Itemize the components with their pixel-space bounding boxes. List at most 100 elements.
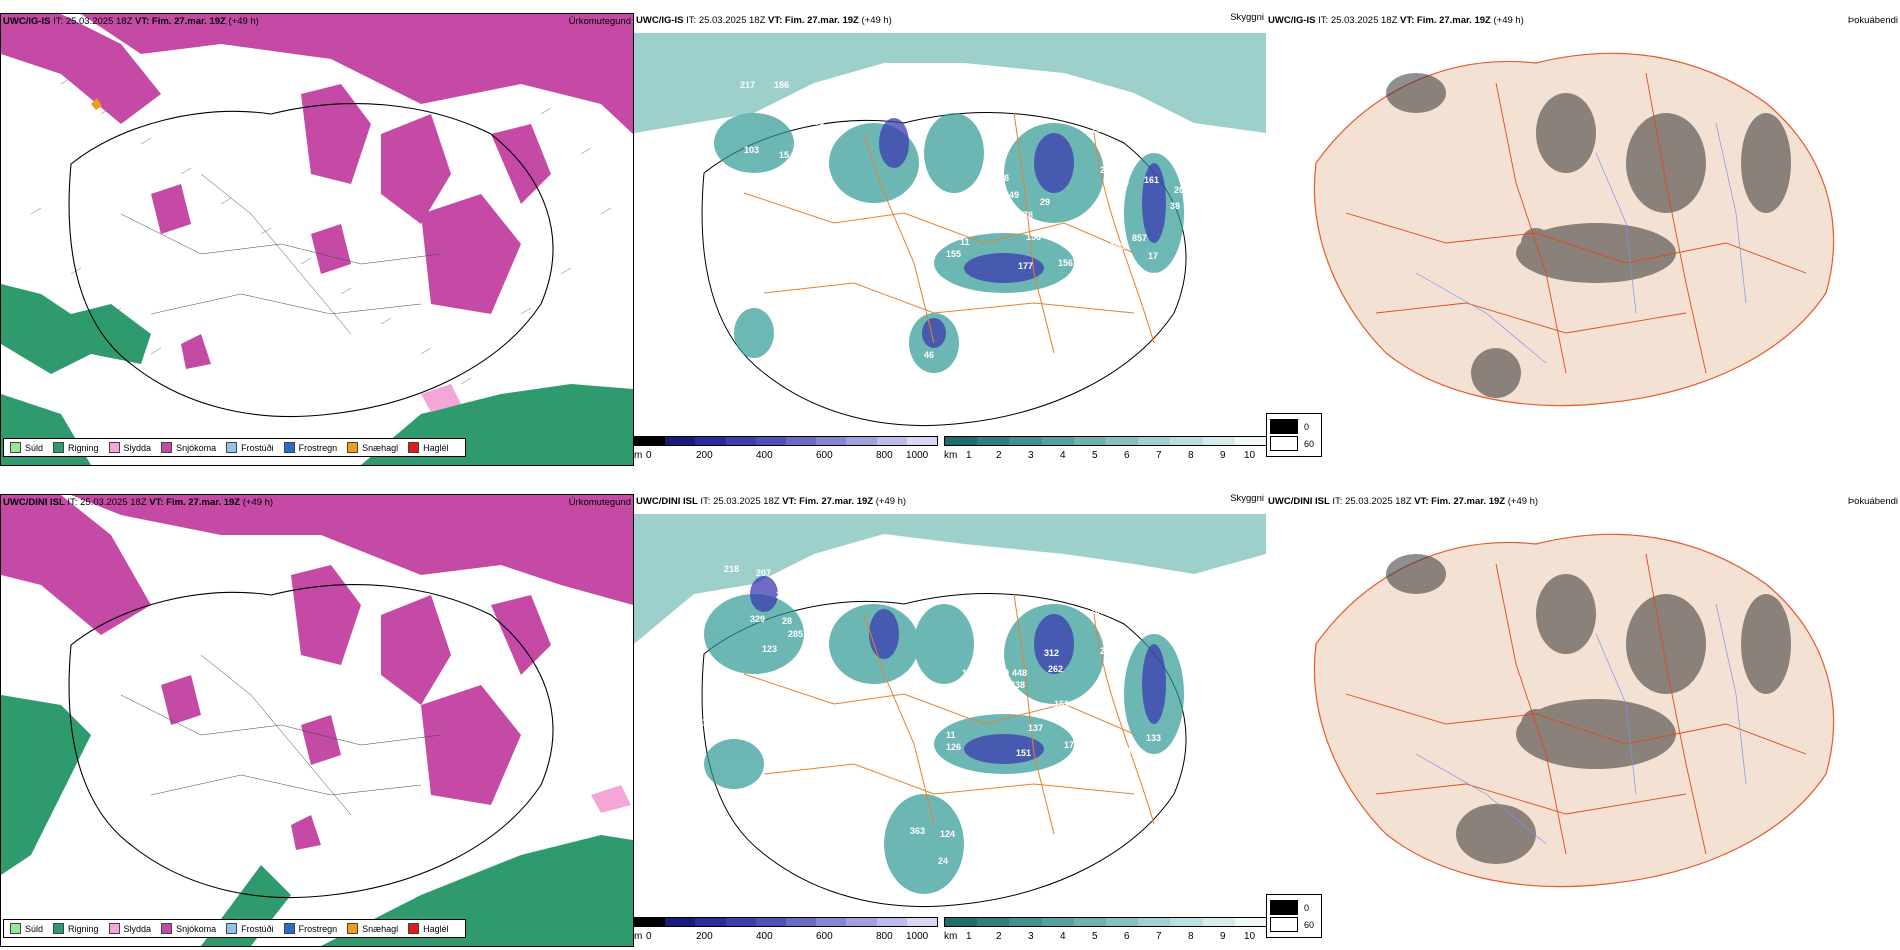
- cloud-base-label: 131: [1146, 622, 1161, 632]
- cloud-map-row1: 217 186 36 103 15 135 29 473 219 326 196…: [634, 13, 1266, 464]
- fog-legend-row2: 0 60: [1266, 894, 1322, 938]
- fog-map-row1: [1266, 13, 1900, 464]
- cloud-base-label: 262: [1048, 664, 1063, 674]
- cloud-base-label: 200: [1090, 606, 1105, 616]
- cloud-base-label: 285: [788, 629, 803, 639]
- cloud-base-label: 161: [1144, 175, 1159, 185]
- cloud-base-label: 217: [740, 80, 755, 90]
- cloud-base-label: 449: [1004, 190, 1019, 200]
- cloud-base-label: 177: [1018, 261, 1033, 271]
- legend-item: Snæhagl: [347, 923, 398, 934]
- precip-header-row2: UWC/DINI ISL IT: 25.03.2025 18Z VT: Fim.…: [3, 497, 631, 508]
- cloud-base-label: 312: [1044, 648, 1059, 658]
- cloud-base-label: 155: [946, 249, 961, 259]
- legend-item: Snæhagl: [347, 442, 398, 453]
- cloud-base-label: 218: [724, 564, 739, 574]
- fog-panel-row1: UWC/IG-IS IT: 25.03.2025 18Z VT: Fim. 27…: [1266, 13, 1900, 464]
- legend-item: Slydda: [108, 442, 151, 453]
- legend-item: Frostregn: [283, 442, 337, 453]
- cloud-base-label: 196: [1142, 135, 1157, 145]
- legend-item: Haglél: [408, 442, 449, 453]
- precip-header-row1: UWC/IG-IS IT: 25.03.2025 18Z VT: Fim. 27…: [3, 16, 631, 27]
- cloud-base-label: 159: [994, 668, 1009, 678]
- cloud-base-label: 126: [946, 742, 961, 752]
- cloud-base-label: 161: [1144, 756, 1159, 766]
- cloud-base-label: 161: [1054, 699, 1069, 709]
- cloud-base-label: 326: [1119, 114, 1134, 124]
- cloud-base-label: 208: [994, 173, 1009, 183]
- cloud-header-row1: UWC/IG-IS IT: 25.03.2025 18Z VT: Fim. 27…: [636, 13, 1264, 26]
- cloud-base-label: 23: [998, 582, 1008, 592]
- cloud-base-label: 186: [774, 80, 789, 90]
- cloud-base-colorbar-row1: m 0 200 400 600 800 1000: [634, 436, 938, 464]
- cloud-header-row2: UWC/DINI ISL IT: 25.03.2025 18Z VT: Fim.…: [636, 494, 1264, 507]
- cloud-base-label: 219: [1092, 124, 1107, 134]
- precip-legend-row2: Súld Rigning Slydda Snjókoma Frostúði Fr…: [3, 919, 466, 938]
- cloud-base-label: 140: [1070, 802, 1085, 812]
- cloud-base-label: 103: [744, 145, 759, 155]
- cloud-base-label: 11: [960, 237, 970, 247]
- fog-title: Þokuábendi: [1847, 15, 1898, 26]
- cloud-base-label: 236: [1100, 646, 1115, 656]
- cloud-panel-row1: 217 186 36 103 15 135 29 473 219 326 196…: [634, 13, 1266, 464]
- cloud-base-label: 931: [936, 568, 951, 578]
- fog-panel-row2: UWC/DINI ISL IT: 25.03.2025 18Z VT: Fim.…: [1266, 494, 1900, 945]
- cloud-panel-row2: 218 207 298 329 28 285 123 931 328 23 37…: [634, 494, 1266, 945]
- legend-item: Haglél: [408, 923, 449, 934]
- precip-panel-row1: UWC/IG-IS IT: 25.03.2025 18Z VT: Fim. 27…: [0, 13, 634, 466]
- fog-map-row2: [1266, 494, 1900, 945]
- cloud-base-label: 178: [1018, 210, 1033, 220]
- cloud-base-label: 205: [1174, 185, 1189, 195]
- cloud-base-label: 159: [962, 668, 977, 678]
- cloud-base-labels-row2: 218 207 298 329 28 285 123 931 328 23 37…: [702, 564, 1195, 866]
- visibility-colorbar-row2: km 1 2 3 4 5 6 7 8 9 10: [944, 917, 1268, 945]
- cloud-base-label: 124: [940, 829, 955, 839]
- legend-item: Frostúði: [226, 923, 274, 934]
- legend-item: Frostregn: [283, 923, 337, 934]
- cloud-base-label: 46: [924, 350, 934, 360]
- cloud-base-label: 857: [1132, 233, 1147, 243]
- precip-legend-row1: Súld Rigning Slydda Snjókoma Frostúði Fr…: [3, 438, 466, 457]
- cloud-base-label: 158: [1182, 160, 1197, 170]
- cloud-base-label: 29: [1040, 197, 1050, 207]
- fog-header-row2: UWC/DINI ISL IT: 25.03.2025 18Z VT: Fim.…: [1268, 496, 1898, 507]
- visibility-scale: [944, 436, 1268, 446]
- cloud-base-label: 78: [702, 718, 712, 728]
- cloud-base-label: 583: [1028, 598, 1043, 608]
- precip-panel-row2: UWC/DINI ISL IT: 25.03.2025 18Z VT: Fim.…: [0, 494, 634, 947]
- cloud-base-label: 104: [1116, 746, 1131, 756]
- model-name: UWC/IG-IS: [3, 16, 51, 27]
- legend-item: Rigning: [53, 442, 99, 453]
- cloud-base-label: 363: [910, 826, 925, 836]
- cloud-base-label: 36: [814, 117, 824, 127]
- precip-title: Úrkomutegund: [568, 16, 631, 27]
- cloud-map-row2: 218 207 298 329 28 285 123 931 328 23 37…: [634, 494, 1266, 945]
- fog-legend-row1: 0 60: [1266, 413, 1322, 457]
- cloud-base-label: 17: [1148, 251, 1158, 261]
- cloud-base-label: 135: [762, 177, 777, 187]
- cloud-base-label: 103: [1110, 241, 1125, 251]
- cloud-base-labels-row1: 217 186 36 103 15 135 29 473 219 326 196…: [740, 80, 1202, 385]
- visibility-colorbar-row1: km 1 2 3 4 5 6 7 8 9 10: [944, 436, 1268, 464]
- legend-item: Frostúði: [226, 442, 274, 453]
- cloud-base-label: 171: [1064, 740, 1079, 750]
- cloud-base-label: 24: [938, 856, 948, 866]
- cloud-base-label: 122: [794, 826, 809, 836]
- legend-item: Snjókoma: [161, 442, 216, 453]
- cloud-base-label: 137: [1028, 723, 1043, 733]
- legend-item: Slydda: [108, 923, 151, 934]
- cloud-base-label: 206: [924, 375, 939, 385]
- cloud-base-label: 258: [1100, 165, 1115, 175]
- precip-map-row2: [1, 495, 633, 946]
- legend-item: Snjókoma: [161, 923, 216, 934]
- visibility-scale: [944, 917, 1268, 927]
- cloud-base-label: 123: [762, 644, 777, 654]
- legend-item: Súld: [10, 923, 43, 934]
- precip-map-row1: [1, 14, 633, 465]
- cloud-base-scale: [634, 436, 938, 446]
- cloud-base-label: 298: [776, 590, 791, 600]
- cloud-base-label: 329: [750, 614, 765, 624]
- legend-item: Rigning: [53, 923, 99, 934]
- cloud-base-label: 96: [1118, 262, 1128, 272]
- cloud-base-label: 11: [946, 730, 956, 740]
